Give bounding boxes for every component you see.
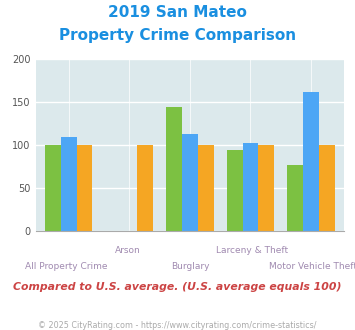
Bar	[61, 137, 77, 231]
Bar	[198, 145, 214, 231]
Text: Larceny & Theft: Larceny & Theft	[215, 246, 288, 255]
Bar	[319, 145, 335, 231]
Bar	[77, 145, 92, 231]
Bar	[45, 145, 61, 231]
Bar	[242, 143, 258, 231]
Text: Property Crime Comparison: Property Crime Comparison	[59, 28, 296, 43]
Text: Motor Vehicle Theft: Motor Vehicle Theft	[269, 262, 355, 271]
Bar	[137, 145, 153, 231]
Text: Burglary: Burglary	[171, 262, 209, 271]
Text: All Property Crime: All Property Crime	[25, 262, 108, 271]
Bar	[227, 150, 242, 231]
Text: © 2025 CityRating.com - https://www.cityrating.com/crime-statistics/: © 2025 CityRating.com - https://www.city…	[38, 321, 317, 330]
Bar	[303, 92, 319, 231]
Bar	[288, 165, 303, 231]
Text: 2019 San Mateo: 2019 San Mateo	[108, 5, 247, 20]
Bar	[258, 145, 274, 231]
Bar	[182, 134, 198, 231]
Bar	[166, 107, 182, 231]
Text: Arson: Arson	[115, 246, 141, 255]
Text: Compared to U.S. average. (U.S. average equals 100): Compared to U.S. average. (U.S. average …	[13, 282, 342, 292]
